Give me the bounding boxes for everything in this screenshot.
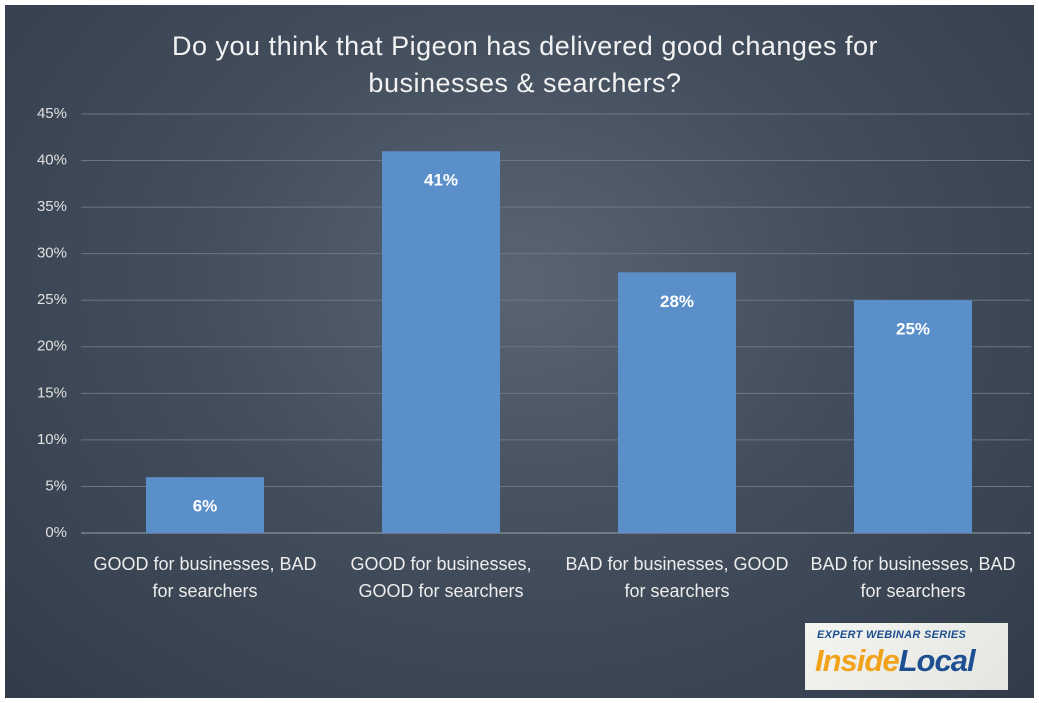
- bar: [146, 477, 264, 533]
- logo-name-part: Inside: [815, 643, 900, 678]
- x-tick-label: BAD for businesses, BAD for searchers: [810, 554, 1016, 601]
- y-tick-label: 45%: [37, 105, 67, 122]
- x-tick-label: BAD for businesses, GOOD for searchers: [565, 554, 789, 601]
- logo-tagline: EXPERT WEBINAR SERIES: [817, 629, 967, 641]
- bar: [382, 151, 500, 533]
- y-tick-label: 25%: [37, 291, 67, 308]
- chart-title: Do you think that Pigeon has delivered g…: [172, 31, 878, 98]
- logo-name-part: Local: [898, 643, 976, 678]
- y-tick-label: 40%: [37, 152, 67, 169]
- y-tick-label: 10%: [37, 431, 67, 448]
- y-tick-label: 5%: [45, 477, 67, 494]
- y-tick-label: 30%: [37, 245, 67, 262]
- logo: EXPERT WEBINAR SERIES InsideLocal: [805, 623, 1008, 690]
- y-tick-label: 35%: [37, 198, 67, 215]
- bar: [618, 272, 736, 533]
- y-tick-label: 15%: [37, 384, 67, 401]
- y-tick-label: 20%: [37, 338, 67, 355]
- data-label: 6%: [193, 497, 218, 516]
- bar: [854, 300, 972, 533]
- y-tick-label: 0%: [45, 524, 67, 541]
- data-label: 41%: [424, 171, 458, 190]
- x-tick-label: GOOD for businesses, BAD for searchers: [93, 554, 317, 601]
- data-label: 25%: [896, 320, 930, 339]
- data-label: 28%: [660, 292, 694, 311]
- x-tick-label: GOOD for businesses, GOOD for searchers: [350, 554, 532, 601]
- logo-name: InsideLocal: [815, 643, 976, 679]
